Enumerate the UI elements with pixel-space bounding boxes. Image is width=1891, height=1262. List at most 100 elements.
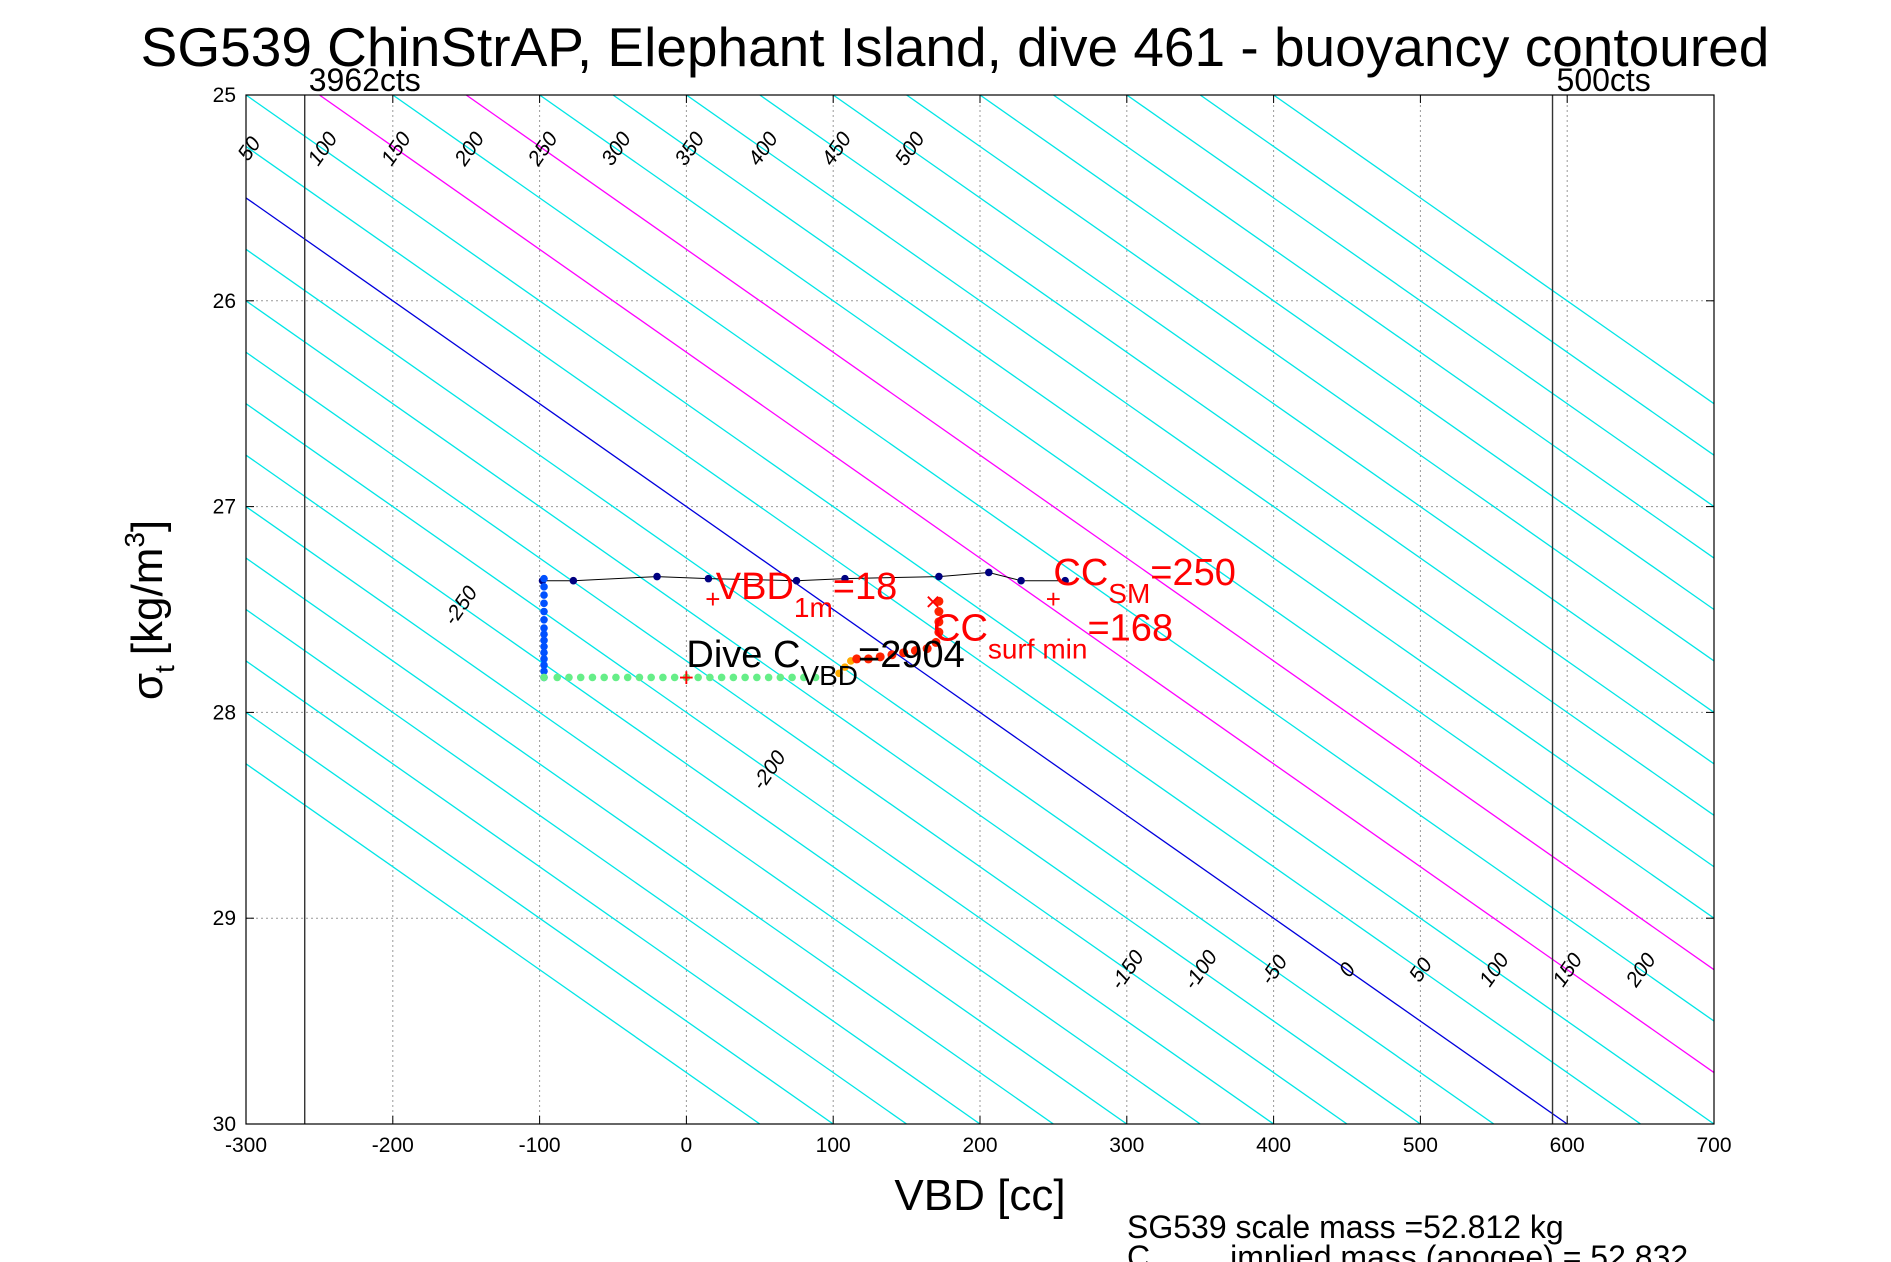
- series-point: [835, 669, 843, 678]
- annotation-subscript: SM: [1108, 578, 1150, 609]
- series-point: [540, 655, 548, 663]
- x-tick-label: -200: [372, 1134, 414, 1157]
- series-point: [776, 673, 785, 682]
- series-point: [635, 673, 644, 682]
- series-point: [540, 648, 548, 657]
- annotation-subscript: VBD: [800, 660, 858, 691]
- series-point: [670, 673, 679, 682]
- y-tick-label: 28: [213, 701, 236, 724]
- contour-line: [246, 763, 761, 1124]
- annotation-subscript: surf min: [988, 633, 1088, 664]
- marker: +: [679, 662, 694, 692]
- series-point: [931, 637, 941, 647]
- y-tick-label: 27: [213, 496, 236, 519]
- series-point: [540, 607, 548, 616]
- series-point: [694, 673, 702, 682]
- series-point: [612, 673, 620, 682]
- x-tick-label: 700: [1696, 1134, 1731, 1157]
- y-axis-label-subscript: t: [149, 665, 180, 673]
- series-point: [540, 636, 548, 645]
- series-point: [729, 673, 738, 682]
- series-point: [811, 673, 820, 682]
- x-axis-ticks: -300 -200 -100 0 100 200 300 400 500 600 700: [225, 95, 1732, 1157]
- contour-line: [246, 300, 1421, 1124]
- series-point: [540, 673, 548, 682]
- series-point: [764, 673, 773, 682]
- y-axis-label: σt [kg/m3]: [119, 520, 180, 700]
- contour-line: [906, 95, 1714, 662]
- annotation-main: CC: [1053, 552, 1108, 594]
- series-point: [659, 673, 667, 682]
- series-point: [653, 572, 661, 581]
- contour-line: [1053, 95, 1714, 559]
- y-axis-label-units-close: ]: [123, 520, 172, 532]
- series-point: [841, 663, 849, 671]
- data-series: [538, 568, 1069, 682]
- series-point: [540, 583, 548, 591]
- buoyancy-contours: [246, 95, 1714, 1124]
- series-point: [540, 642, 548, 651]
- y-axis-label-symbol: σ: [123, 673, 172, 700]
- contour-line: [832, 95, 1714, 714]
- contour-line: [319, 95, 1714, 1074]
- contour-line: [246, 557, 1054, 1124]
- chart-title: SG539 ChinStrAP, Elephant Island, dive 4…: [141, 16, 1770, 78]
- contour-line: [246, 351, 1348, 1124]
- annotation: Dive CVBD=2904: [686, 634, 964, 691]
- reference-markers: + + × +: [679, 584, 1061, 692]
- x-tick-label: 0: [681, 1134, 693, 1157]
- series-point: [588, 673, 597, 682]
- series-point: [935, 572, 943, 581]
- contour-line: [246, 505, 1128, 1124]
- y-axis-label-units: [kg/m: [123, 548, 172, 656]
- annotation-main: VBD: [716, 566, 794, 608]
- x-tick-label: 600: [1550, 1134, 1585, 1157]
- grid-lines: [246, 95, 1714, 1124]
- series-point: [565, 673, 573, 682]
- marker: +: [705, 584, 720, 614]
- series-point: [540, 630, 548, 638]
- x-tick-label: 400: [1256, 1134, 1291, 1157]
- contour-line: [539, 95, 1714, 919]
- series-point: [569, 576, 578, 585]
- series-point: [1061, 576, 1069, 585]
- annotation-value: =250: [1150, 552, 1236, 594]
- x-tick-label: 500: [1403, 1134, 1438, 1157]
- series-point: [934, 627, 944, 637]
- series-point: [682, 673, 691, 682]
- series-point: [704, 574, 713, 583]
- series-point: [717, 673, 726, 682]
- series-point: [899, 648, 909, 658]
- vbd-limit-lines: 3962cts 500cts: [304, 62, 1651, 1124]
- series-point: [540, 591, 548, 599]
- contour-line: [246, 402, 1274, 1124]
- annotation-value: =18: [833, 566, 897, 608]
- series-point: [741, 673, 749, 682]
- contour-line: [465, 95, 1714, 971]
- series-point: [922, 644, 932, 654]
- marker: +: [1046, 584, 1061, 614]
- series-point: [540, 599, 548, 608]
- series-point: [792, 576, 801, 585]
- series-point: [934, 617, 944, 627]
- contour-line: [246, 660, 907, 1124]
- annotation: CCSM=250: [1053, 552, 1235, 609]
- series-point: [852, 654, 862, 664]
- contour-line: [759, 95, 1714, 765]
- contour-line: [612, 95, 1714, 868]
- vbd-limit-label: 3962cts: [309, 62, 421, 98]
- footer-line-2-rest: implied mass (apogee) = 52.832: [1230, 1239, 1688, 1262]
- y-tick-label: 29: [213, 907, 236, 930]
- x-tick-label: 100: [816, 1134, 851, 1157]
- annotation-value: =2904: [858, 634, 965, 676]
- series-point: [553, 673, 562, 682]
- x-axis-label: VBD [cc]: [894, 1171, 1065, 1220]
- y-tick-label: 30: [213, 1113, 236, 1136]
- x-tick-label: 300: [1109, 1134, 1144, 1157]
- series-point: [863, 654, 873, 664]
- contour-line: [246, 711, 834, 1124]
- series-point: [647, 673, 655, 682]
- series-point: [753, 673, 761, 682]
- y-tick-label: 26: [213, 290, 236, 313]
